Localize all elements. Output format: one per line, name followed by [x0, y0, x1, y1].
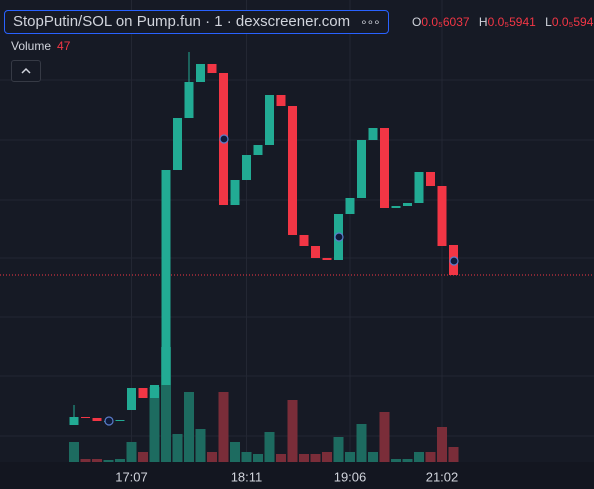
volume-bar — [322, 452, 332, 462]
candle-body — [81, 417, 90, 418]
volume-bar — [126, 442, 137, 462]
candle-body — [426, 172, 435, 186]
volume-bar — [172, 434, 183, 462]
volume-bar — [414, 452, 424, 462]
x-tick-label: 19:06 — [334, 469, 367, 484]
volume-bar — [276, 454, 286, 462]
symbol-title: StopPutin/SOL on Pump.fun · 1 · dexscree… — [13, 13, 351, 30]
candle-body — [69, 417, 79, 425]
ohlc-key: O — [412, 15, 422, 29]
trade-marker — [334, 232, 344, 242]
candle-body — [230, 180, 240, 205]
ohlc-key: H — [478, 15, 488, 29]
volume-bar — [448, 447, 459, 462]
candle-body — [196, 64, 205, 82]
candle-body — [345, 198, 355, 214]
volume-bar — [253, 454, 263, 462]
volume-bar — [149, 387, 160, 462]
volume-bar — [218, 392, 229, 462]
candle-body — [265, 95, 274, 145]
volume-bar — [299, 454, 309, 462]
volume-label: Volume — [11, 39, 52, 53]
volume-bar — [287, 400, 298, 462]
volume-bar — [161, 347, 171, 462]
time-axis-area — [0, 462, 594, 489]
candle-body — [115, 420, 125, 421]
volume-bar — [333, 437, 344, 462]
ohlc-key: L — [545, 15, 552, 29]
collapse-icon — [21, 67, 31, 74]
ohlc-value: 0.0₅6037 — [421, 15, 470, 29]
candle-body — [311, 246, 320, 258]
ohlc-legend: O0.0₅6037 H0.0₅5941 L0.0₅594 — [412, 14, 594, 30]
ohlc-value: 0.0₅594 — [551, 15, 594, 29]
candle-body — [357, 140, 366, 198]
volume-bar — [402, 459, 413, 462]
volume-bar — [310, 454, 321, 462]
volume-bar — [345, 452, 355, 462]
candle-body — [414, 172, 424, 203]
volume-bar — [379, 412, 390, 462]
candle-body — [437, 186, 447, 246]
volume-bar — [391, 459, 401, 462]
volume-bar — [264, 432, 275, 462]
collapse-button[interactable] — [11, 60, 41, 82]
volume-bar — [80, 459, 91, 462]
volume-value: 47 — [57, 39, 71, 53]
volume-legend: Volume 47 — [11, 39, 70, 53]
volume-bar — [437, 427, 447, 462]
trade-marker — [219, 134, 229, 144]
volume-bar — [368, 452, 378, 462]
candle-body — [391, 206, 401, 208]
volume-bar — [103, 460, 114, 462]
volume-bar — [195, 429, 206, 462]
x-tick-label: 17:07 — [115, 469, 148, 484]
trade-marker — [449, 256, 459, 266]
candle-body — [150, 385, 159, 398]
candle-body — [380, 128, 389, 208]
volume-bar — [207, 452, 217, 462]
candle-body — [207, 64, 217, 73]
more-button[interactable]: ∘∘∘ — [360, 15, 381, 29]
grid — [0, 0, 594, 462]
x-tick-label: 21:02 — [426, 469, 459, 484]
candle-body — [242, 155, 251, 180]
candle-body — [299, 235, 309, 246]
volume-bar — [138, 452, 148, 462]
volume-bar — [92, 459, 102, 462]
chevron — [21, 67, 31, 74]
candle-body — [288, 106, 297, 235]
candle-body — [253, 145, 263, 155]
volume-bar — [69, 442, 79, 462]
volume-bar — [356, 424, 367, 462]
volume-bar — [425, 452, 436, 462]
candle-body — [184, 82, 194, 118]
candle-body — [173, 118, 182, 170]
symbol-header[interactable]: StopPutin/SOL on Pump.fun · 1 · dexscree… — [4, 10, 389, 34]
volume-bar — [230, 442, 240, 462]
volume-bar — [241, 452, 252, 462]
candle-body — [368, 128, 378, 140]
trade-marker — [104, 416, 114, 426]
candle-body — [92, 418, 102, 421]
volume-bar — [115, 459, 125, 462]
candle-body — [322, 258, 332, 260]
x-tick-label: 18:11 — [231, 469, 263, 484]
candle-body — [276, 95, 286, 106]
volume-bar — [184, 392, 194, 462]
candle-body — [403, 203, 412, 206]
ohlc-value: 0.0₅5941 — [487, 15, 536, 29]
candle-body — [127, 388, 136, 410]
candle-body — [161, 170, 171, 385]
candle-body — [138, 388, 148, 398]
